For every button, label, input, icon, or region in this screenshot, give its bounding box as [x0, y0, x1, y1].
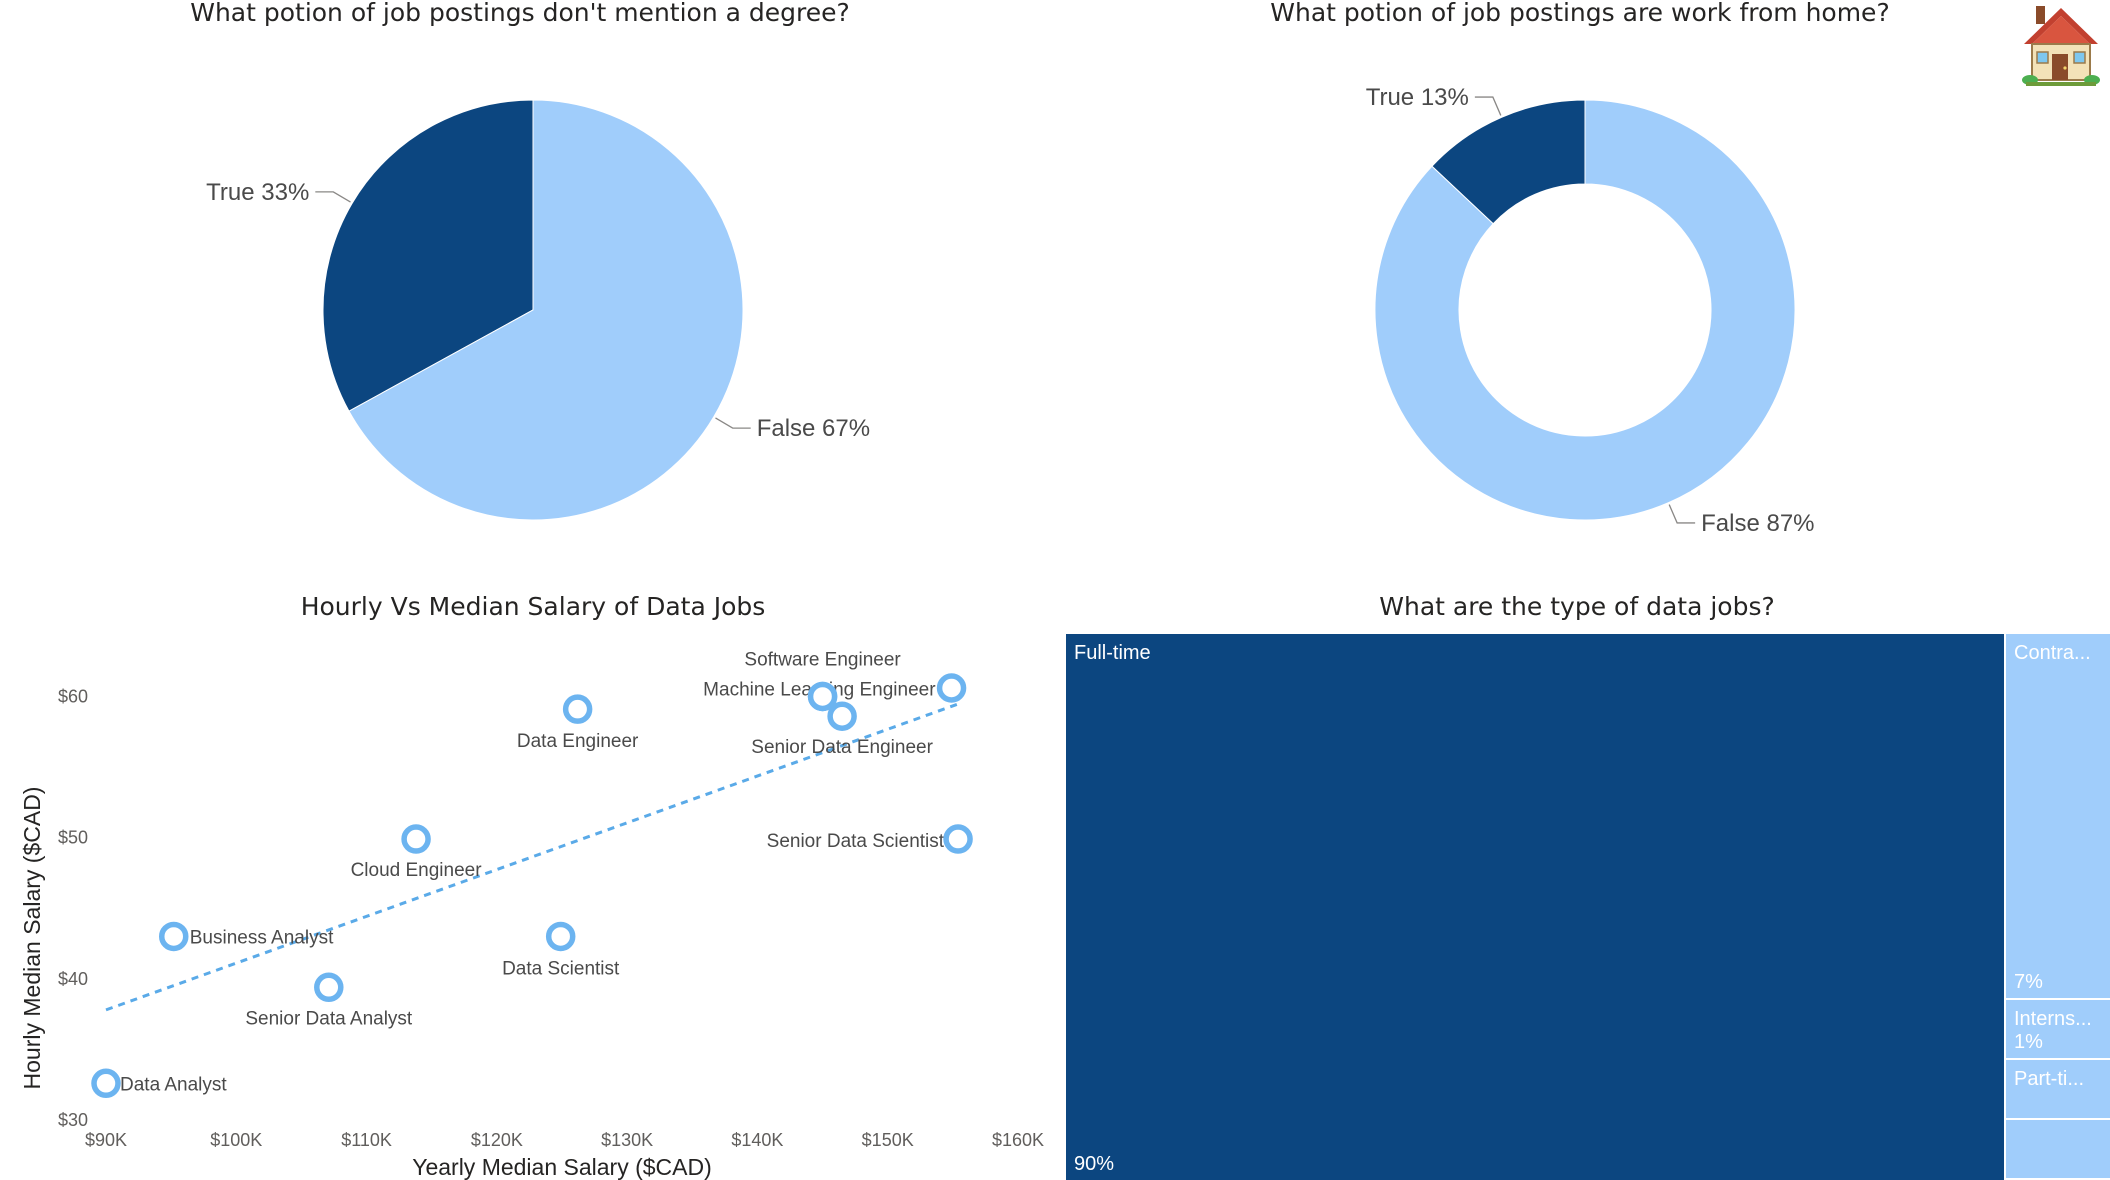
wfh-donut-chart: True 13% False 87% — [1366, 84, 1815, 537]
slice-label-true: True 33% — [206, 179, 309, 206]
scatter-point-data-analyst[interactable] — [91, 1068, 121, 1099]
scatter-point-data-engineer[interactable] — [562, 694, 593, 724]
salary-scatter-chart: $90K $100K $110K $120K $130K $140K $150K $160K $… — [19, 649, 1044, 1180]
salary-scatter-panel: Hourly Vs Median Salary of Data Jobs $90… — [0, 590, 1060, 1180]
point-label-data-analyst: Data Analyst — [120, 1074, 227, 1095]
treemap-cell-contra[interactable]: Contra... 7% — [2006, 634, 2110, 998]
pie-slice-true[interactable] — [322, 99, 534, 412]
scatter-point-senior-data-engineer[interactable] — [827, 701, 857, 731]
treemap-cell-value: 90% — [1074, 1153, 1115, 1175]
pie-slice-false[interactable] — [1374, 99, 1796, 521]
point-label-senior-data-analyst: Senior Data Analyst — [245, 1008, 413, 1029]
job-type-treemap-panel: What are the type of data jobs? Full-tim… — [1060, 590, 2110, 1180]
scatter-point-business-analyst[interactable] — [158, 921, 189, 952]
treemap-cell-full-time[interactable]: Full-time 90% — [1066, 634, 2004, 1180]
pie-slice-false[interactable] — [348, 99, 744, 521]
treemap-cell-value: 1% — [2014, 1031, 2043, 1053]
treemap-cell-value: 7% — [2014, 971, 2043, 993]
x-tick-label: $100K — [210, 1130, 262, 1150]
point-label-cloud-engineer: Cloud Engineer — [351, 860, 483, 881]
slice-label-true: True 13% — [1366, 84, 1469, 111]
point-label-software-engineer: Software Engineer — [744, 649, 901, 670]
leader-line-false — [715, 417, 751, 429]
x-tick-label: $140K — [731, 1130, 783, 1150]
point-label-data-scientist: Data Scientist — [502, 958, 620, 979]
treemap-cell-label: Interns... — [2014, 1008, 2092, 1030]
leader-line-false — [1668, 504, 1696, 524]
scatter-point-cloud-engineer[interactable] — [401, 824, 431, 854]
x-axis-title: Yearly Median Salary ($CAD) — [412, 1154, 712, 1180]
treemap-cell-interns[interactable]: Interns... 1% — [2006, 1000, 2110, 1058]
house-icon — [2022, 6, 2100, 86]
point-label-senior-data-scientist: Senior Data Scientist — [767, 831, 945, 852]
scatter-point-senior-data-scientist[interactable] — [943, 824, 973, 854]
degree-pie-panel: What potion of job postings don't mentio… — [0, 0, 1060, 590]
treemap-title: What are the type of data jobs? — [1379, 592, 1775, 621]
scatter-point-data-scientist[interactable] — [545, 921, 576, 952]
x-tick-label: $110K — [341, 1130, 392, 1150]
y-axis-title: Hourly Median Salary ($CAD) — [19, 787, 45, 1090]
treemap-cell-label: Full-time — [1074, 642, 1151, 664]
y-tick-label: $50 — [58, 828, 88, 848]
point-label-business-analyst: Business Analyst — [190, 927, 334, 948]
y-tick-label: $30 — [58, 1110, 88, 1130]
leader-line-true — [1474, 96, 1502, 116]
x-tick-label: $120K — [471, 1130, 523, 1150]
x-tick-label: $90K — [85, 1130, 127, 1150]
x-tick-label: $160K — [992, 1130, 1044, 1150]
x-tick-label: $150K — [862, 1130, 914, 1150]
degree-pie-title: What potion of job postings don't mentio… — [190, 0, 850, 27]
slice-label-false: False 67% — [757, 415, 870, 442]
job-type-treemap: Full-time 90% Contra... 7% Interns... 1% Part-… — [1066, 634, 2110, 1180]
point-label-data-engineer: Data Engineer — [517, 731, 639, 752]
leader-line-true — [315, 191, 351, 203]
x-tick-label: $130K — [601, 1130, 653, 1150]
wfh-donut-title: What potion of job postings are work fro… — [1270, 0, 1890, 27]
trend-line — [105, 702, 960, 1012]
treemap-cell-unlabeled[interactable] — [2006, 1120, 2110, 1178]
degree-pie-chart: True 33% False 67% — [206, 99, 870, 521]
scatter-point-machine-learning-engineer[interactable] — [807, 681, 838, 712]
slice-label-false: False 87% — [1701, 510, 1814, 537]
point-label-senior-data-engineer: Senior Data Engineer — [751, 737, 933, 758]
scatter-point-senior-data-analyst[interactable] — [314, 972, 344, 1003]
treemap-cell-label: Contra... — [2014, 642, 2091, 664]
scatter-point-unlabeled[interactable] — [936, 673, 967, 703]
treemap-cell-label: Part-ti... — [2014, 1068, 2085, 1090]
scatter-title: Hourly Vs Median Salary of Data Jobs — [300, 592, 766, 621]
y-tick-label: $40 — [58, 969, 88, 989]
wfh-donut-panel: What potion of job postings are work fro… — [1060, 0, 2110, 590]
treemap-cell-part-ti[interactable]: Part-ti... — [2006, 1060, 2110, 1118]
y-tick-label: $60 — [58, 686, 88, 706]
